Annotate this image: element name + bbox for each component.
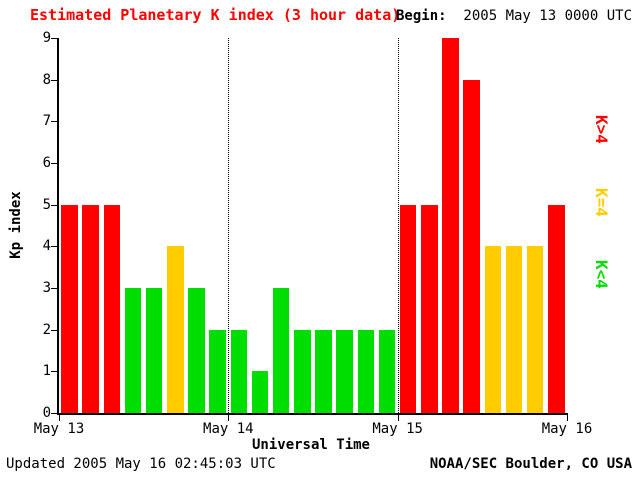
y-tick-label: 9 [42, 30, 51, 46]
kp-bar [399, 204, 417, 413]
x-tick-mark [397, 413, 399, 421]
kp-bar [294, 329, 311, 413]
begin-spacer [447, 8, 464, 24]
y-tick-mark [51, 121, 59, 123]
begin-info: Begin: 2005 May 13 0000 UTC [396, 8, 632, 24]
y-tick-label: 2 [42, 321, 51, 338]
day-divider-line [397, 38, 399, 413]
kp-bar [378, 329, 396, 413]
kp-bar [272, 288, 290, 413]
legend-item-K4: K>4 [592, 115, 611, 144]
kp-bar [82, 204, 99, 413]
kp-bar [336, 329, 353, 413]
y-tick-mark [51, 371, 59, 373]
kp-bar [230, 329, 248, 413]
day-divider-line [228, 38, 230, 413]
legend-item-K4: K=4 [592, 188, 611, 217]
kp-bar [167, 246, 184, 413]
kp-bar [188, 288, 205, 413]
x-tick-mark [228, 413, 230, 421]
y-tick-mark [51, 413, 59, 414]
x-tick-label: May 13 [33, 421, 85, 437]
y-tick-mark [51, 38, 59, 39]
kp-bar [357, 329, 375, 413]
y-tick-label: 6 [42, 155, 51, 171]
legend-item-K4: K<4 [592, 260, 611, 289]
y-tick-mark [51, 204, 59, 206]
kp-bar [145, 288, 163, 413]
kp-bar [315, 329, 332, 413]
kp-bar [61, 204, 78, 413]
credit-text: NOAA/SEC Boulder, CO USA [429, 456, 632, 472]
x-tick-label: May 14 [203, 421, 254, 437]
kp-bar [251, 371, 269, 413]
x-tick-label: May 15 [372, 421, 423, 437]
x-tick-mark [567, 413, 568, 421]
kp-bar [124, 288, 142, 413]
y-tick-label: 0 [42, 405, 51, 421]
kp-bar [209, 329, 226, 413]
y-tick-mark [51, 163, 59, 164]
y-tick-label: 7 [42, 113, 51, 130]
y-tick-label: 3 [42, 280, 51, 296]
kp-bar [526, 246, 544, 413]
y-tick-mark [51, 329, 59, 331]
y-tick-label: 4 [42, 238, 51, 255]
x-tick-mark [59, 413, 60, 421]
kp-bar [548, 204, 565, 413]
y-axis-label: Kp index [8, 191, 24, 259]
y-tick-mark [51, 79, 59, 81]
kp-bar [421, 204, 438, 413]
y-tick-mark [51, 246, 59, 248]
plot-area: 0 1 2 3 4 5 6 7 8 9 May 13 May 14 May 15 May 16 [34, 31, 593, 437]
x-axis-label: Universal Time [251, 437, 370, 453]
y-tick-label: 8 [42, 71, 51, 88]
x-tick-label: May 16 [541, 421, 593, 437]
kp-bar [463, 79, 480, 413]
y-tick-mark [51, 288, 59, 289]
y-tick-label: 5 [42, 196, 51, 213]
kp-bar [442, 38, 459, 413]
begin-label: Begin: [395, 8, 447, 24]
updated-timestamp: Updated 2005 May 16 02:45:03 UTC [6, 456, 276, 472]
kp-bar [505, 246, 523, 413]
kp-bar [484, 246, 502, 413]
y-tick-label: 1 [42, 363, 51, 380]
kp-bar [103, 204, 121, 413]
begin-value: 2005 May 13 0000 UTC [463, 8, 632, 24]
chart-title: Estimated Planetary K index (3 hour data… [30, 6, 401, 24]
